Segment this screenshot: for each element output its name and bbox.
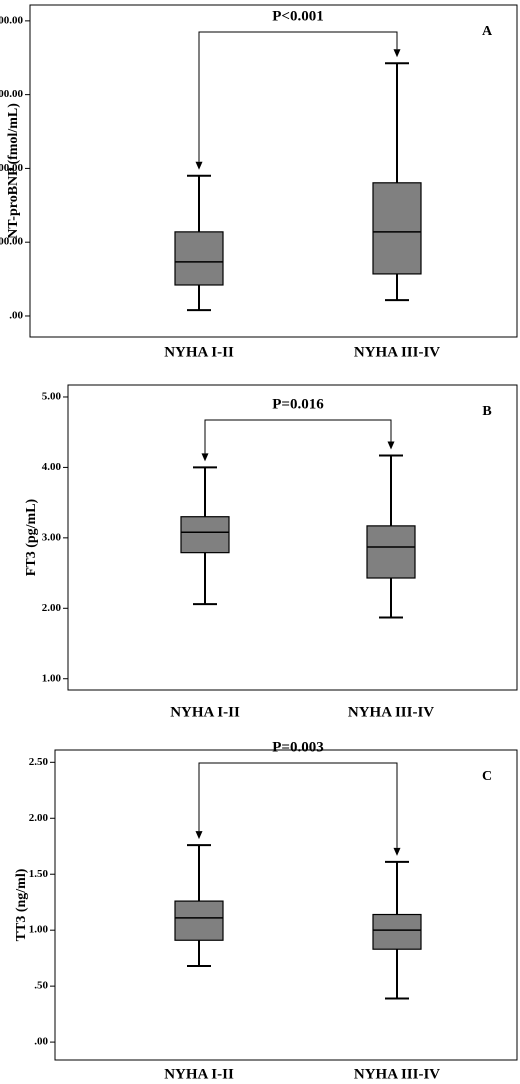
annotation: P=0.016 — [272, 396, 324, 412]
box — [180, 516, 230, 554]
y-tick-label: 4000.00 — [0, 162, 24, 174]
box — [372, 913, 422, 950]
plot-frame — [29, 4, 518, 338]
x-tick-label: NYHA III-IV — [354, 344, 440, 360]
y-tick-label: 1.00 — [29, 924, 49, 936]
box — [372, 182, 422, 275]
y-tick-label: .50 — [34, 980, 48, 992]
y-tick-label: 2.50 — [29, 756, 49, 768]
x-tick-label: NYHA III-IV — [348, 704, 434, 720]
y-tick-label: .00 — [34, 1036, 48, 1048]
arrow-head — [201, 453, 209, 462]
x-tick-label: NYHA I-II — [164, 1066, 234, 1082]
arrow-head — [393, 847, 401, 856]
y-tick-label: 5.00 — [42, 391, 62, 403]
y-tick-label: 2.00 — [29, 812, 49, 824]
box — [366, 525, 416, 579]
y-tick-label: .00 — [9, 310, 23, 322]
y-tick-label: 1.00 — [42, 672, 62, 684]
bracket — [204, 419, 392, 454]
y-tick-label: 4.00 — [42, 461, 62, 473]
y-tick-label: 2000.00 — [0, 236, 24, 248]
panel-label: C — [482, 769, 492, 784]
box — [174, 900, 224, 941]
panel-label: B — [482, 404, 491, 419]
bracket — [198, 31, 398, 162]
y-tick-label: 2.00 — [42, 602, 62, 614]
y-axis-label: NT-proBNP (fmol/mL) — [6, 103, 21, 239]
y-tick-label: 8000.00 — [0, 14, 24, 26]
y-tick-label: 1.50 — [29, 868, 49, 880]
annotation: P=0.003 — [272, 739, 323, 755]
x-tick-label: NYHA I-II — [170, 704, 240, 720]
y-tick-label: 6000.00 — [0, 88, 24, 100]
plot-frame — [54, 749, 518, 1061]
arrow-head — [387, 441, 395, 450]
arrow-head — [393, 49, 401, 58]
bracket — [198, 762, 398, 848]
y-axis-label: TT3 (ng/ml) — [14, 868, 29, 941]
arrow-head — [195, 161, 203, 170]
x-tick-label: NYHA III-IV — [354, 1066, 440, 1082]
panel-label: A — [482, 24, 493, 39]
y-tick-label: 3.00 — [42, 531, 62, 543]
x-tick-label: NYHA I-II — [164, 344, 234, 360]
y-axis-label: FT3 (pg/mL) — [24, 498, 39, 576]
box — [174, 231, 224, 286]
annotation: P<0.001 — [272, 8, 323, 24]
arrow-head — [195, 831, 203, 840]
plot-frame — [67, 384, 518, 691]
